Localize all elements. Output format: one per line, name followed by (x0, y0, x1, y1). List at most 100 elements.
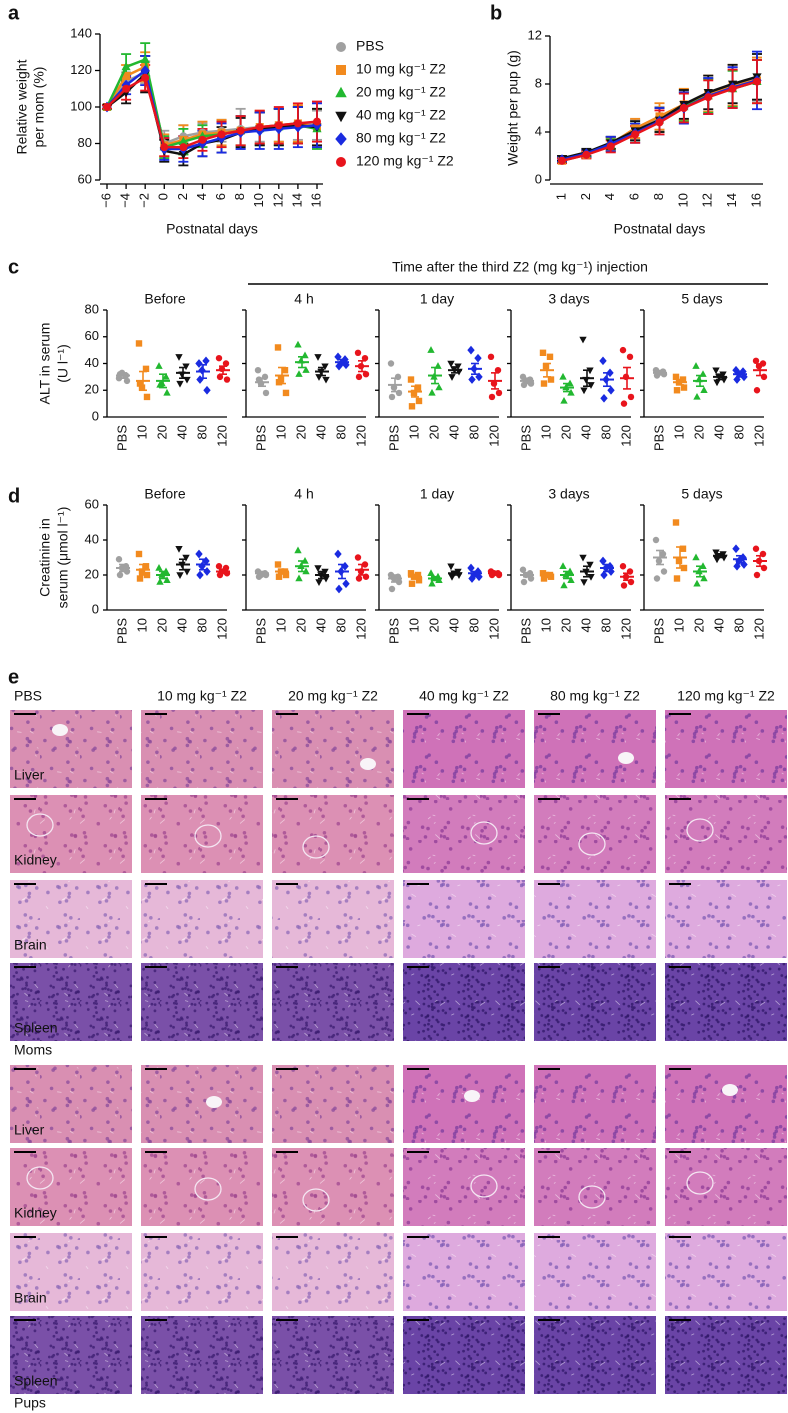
data-point (215, 354, 223, 362)
data-point (679, 545, 687, 552)
subpanel-title: 5 days (681, 291, 722, 307)
data-point (160, 143, 169, 152)
x-tick-label: 40 (174, 425, 189, 439)
y-tick-label: 40 (85, 531, 99, 546)
data-point (700, 574, 708, 582)
histology-image (272, 1233, 394, 1311)
error-bar (139, 563, 147, 576)
x-tick-label: 20 (691, 618, 706, 632)
data-point (415, 397, 423, 405)
data-point (752, 545, 760, 552)
y-axis-label: Weight per pup (g) (505, 50, 521, 166)
data-point (580, 387, 588, 395)
histology-image (10, 880, 132, 958)
y-axis-label: per mom (%) (31, 67, 47, 148)
data-point (753, 571, 761, 579)
glomerulus (194, 824, 222, 848)
data-point (223, 376, 231, 383)
glomerulus (302, 1188, 330, 1212)
x-tick-label: 1 (553, 193, 568, 200)
data-point (448, 374, 456, 381)
x-tick-label: 120 (751, 618, 766, 640)
data-point (414, 384, 422, 391)
data-point (222, 360, 230, 367)
error-bar (716, 553, 724, 559)
x-tick-label: 80 (333, 425, 348, 439)
x-tick-label: 20 (293, 618, 308, 632)
x-tick-label: 10 (134, 618, 149, 632)
data-point (447, 563, 455, 571)
y-axis-label: ALT in serum (37, 323, 53, 405)
data-point (692, 362, 700, 369)
histology-image (141, 1316, 263, 1394)
error-bar (431, 366, 439, 385)
data-point (262, 389, 270, 397)
error-bar (411, 574, 419, 580)
data-point (355, 575, 363, 582)
data-point (582, 150, 591, 159)
data-point (520, 578, 528, 586)
data-point (313, 117, 321, 126)
data-point (142, 563, 150, 570)
data-point (355, 373, 363, 381)
panel-label: a (8, 2, 20, 24)
error-bar (736, 554, 744, 564)
x-tick-label: 120 (618, 618, 633, 640)
histology-image (403, 880, 525, 958)
data-point (600, 570, 608, 580)
panel-label: b (490, 2, 502, 24)
data-point (138, 384, 146, 391)
data-point (540, 575, 548, 582)
histology-image (141, 795, 263, 873)
histology-image (10, 710, 132, 788)
data-point (115, 556, 123, 563)
x-tick-label: −6 (98, 193, 113, 208)
x-tick-label: PBS (114, 425, 129, 451)
data-point (302, 366, 310, 373)
data-point (495, 389, 503, 397)
vessel (52, 724, 68, 736)
error-bar (139, 370, 147, 392)
y-tick-label: 40 (85, 355, 99, 370)
error-bar (391, 574, 399, 583)
error-bar (471, 362, 479, 376)
x-tick-label: 6 (627, 193, 642, 200)
y-axis-label: serum (μmol l⁻¹) (55, 507, 71, 609)
y-axis-label: (U l⁻¹) (55, 344, 71, 383)
data-point (156, 578, 164, 585)
data-point (712, 549, 720, 557)
subpanel-title: 4 h (294, 486, 313, 502)
data-point (362, 371, 370, 378)
histology-image (272, 710, 394, 788)
error-bar (159, 570, 167, 580)
data-point (202, 356, 210, 366)
data-point (342, 579, 350, 589)
data-point (116, 571, 124, 579)
histology-image (272, 795, 394, 873)
data-point (619, 563, 627, 570)
x-tick-label: 16 (748, 193, 763, 207)
histology-image (272, 1065, 394, 1143)
error-bar (451, 366, 459, 374)
data-point (693, 392, 701, 400)
x-tick-label: 40 (446, 618, 461, 632)
data-point (236, 126, 245, 135)
y-tick-label: 0 (535, 171, 542, 186)
x-tick-label: 80 (194, 425, 209, 439)
glomerulus (470, 1174, 498, 1198)
histology-image (10, 1233, 132, 1311)
error-bar (278, 366, 286, 385)
histology-image (665, 1316, 787, 1394)
error-bar (583, 565, 591, 578)
data-point (354, 554, 362, 561)
x-tick-label: 10 (251, 193, 266, 207)
legend-label: 10 mg kg⁻¹ Z2 (356, 61, 446, 77)
error-bar (676, 546, 684, 569)
error-bar (563, 382, 571, 393)
data-point (254, 366, 262, 374)
y-tick-label: 4 (535, 123, 542, 138)
subpanel-title: Before (144, 486, 185, 502)
glomerulus (194, 1177, 222, 1201)
data-point (560, 581, 568, 589)
data-point (136, 575, 144, 582)
